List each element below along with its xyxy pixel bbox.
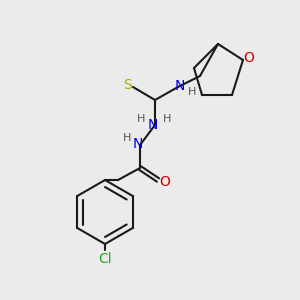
Text: H: H (137, 114, 145, 124)
Text: Cl: Cl (98, 252, 112, 266)
Text: O: O (244, 51, 254, 65)
Text: H: H (188, 87, 196, 97)
Text: N: N (133, 137, 143, 151)
Text: S: S (124, 78, 132, 92)
Text: O: O (160, 175, 170, 189)
Text: H: H (163, 114, 171, 124)
Text: H: H (123, 133, 131, 143)
Text: N: N (175, 79, 185, 93)
Text: N: N (148, 118, 158, 132)
